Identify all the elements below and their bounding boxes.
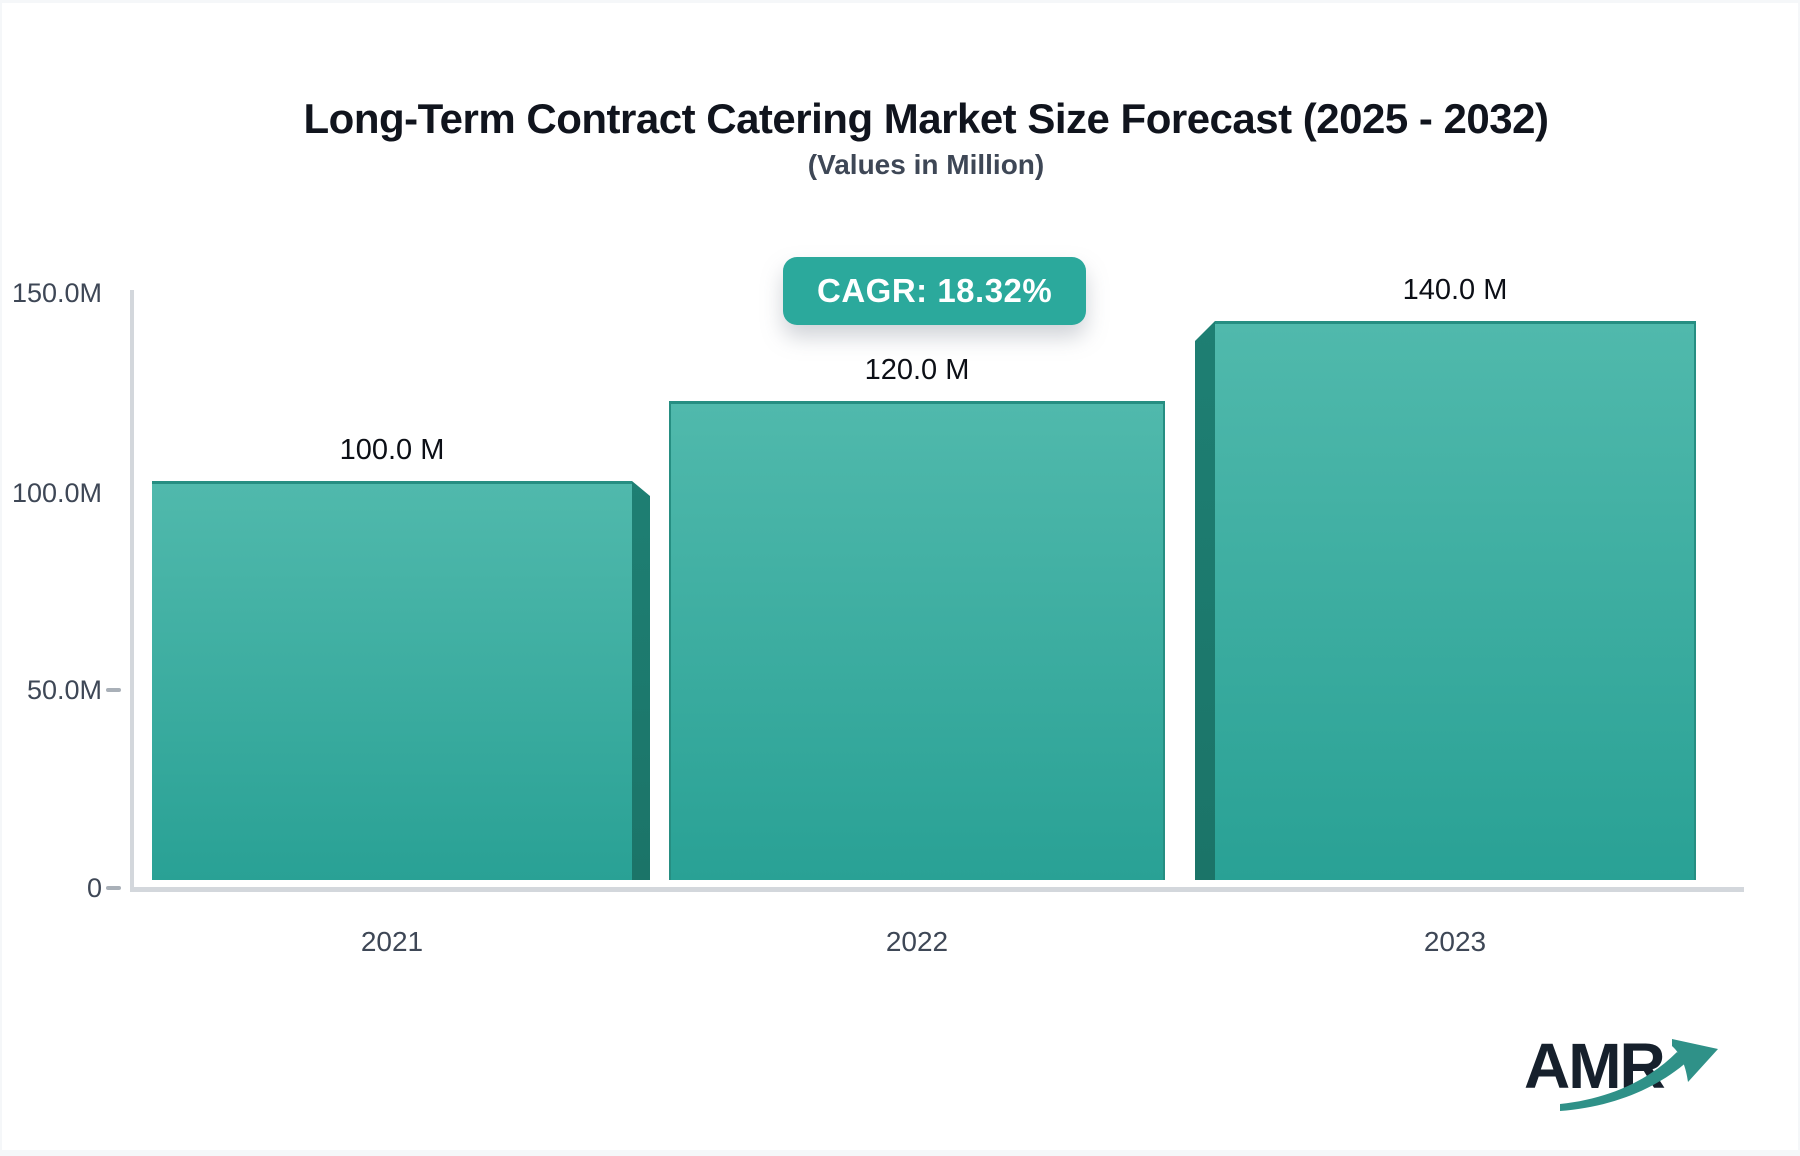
y-tick-label-50: 50.0M (26, 675, 102, 705)
x-tick-label-2021: 2021 (360, 926, 424, 957)
x-tick-label-2022: 2022 (885, 926, 949, 957)
amr-logo: AMR (1524, 1029, 1724, 1124)
bar-value-label-2022: 120.0 M (864, 354, 970, 386)
bar-2021-3d-side (632, 481, 650, 880)
x-tick-label-2023: 2023 (1423, 926, 1487, 957)
bar-2023-3d-side (1195, 321, 1215, 880)
chart-title: Long-Term Contract Catering Market Size … (303, 95, 1549, 142)
x-axis-line (130, 887, 1744, 892)
y-tick-label-100: 100.0M (11, 478, 102, 508)
y-tick-label-150: 150.0M (11, 278, 102, 308)
chart-subtitle: (Values in Million) (807, 149, 1045, 180)
cagr-badge-label: CAGR: 18.32% (817, 272, 1053, 309)
y-tick-label-0: 0 (86, 873, 102, 903)
bar-value-label-2023: 140.0 M (1402, 274, 1508, 306)
bar-value-label-2021: 100.0 M (339, 434, 445, 466)
y-tick-mark-50 (106, 688, 121, 692)
bar-2023 (1215, 321, 1696, 880)
bar-2021 (152, 481, 632, 880)
y-axis-line (130, 290, 134, 891)
growth-arrow-icon (1560, 1039, 1718, 1111)
cagr-badge: CAGR: 18.32% (783, 257, 1087, 325)
y-tick-mark-0 (106, 886, 121, 890)
bar-2022 (669, 401, 1165, 880)
